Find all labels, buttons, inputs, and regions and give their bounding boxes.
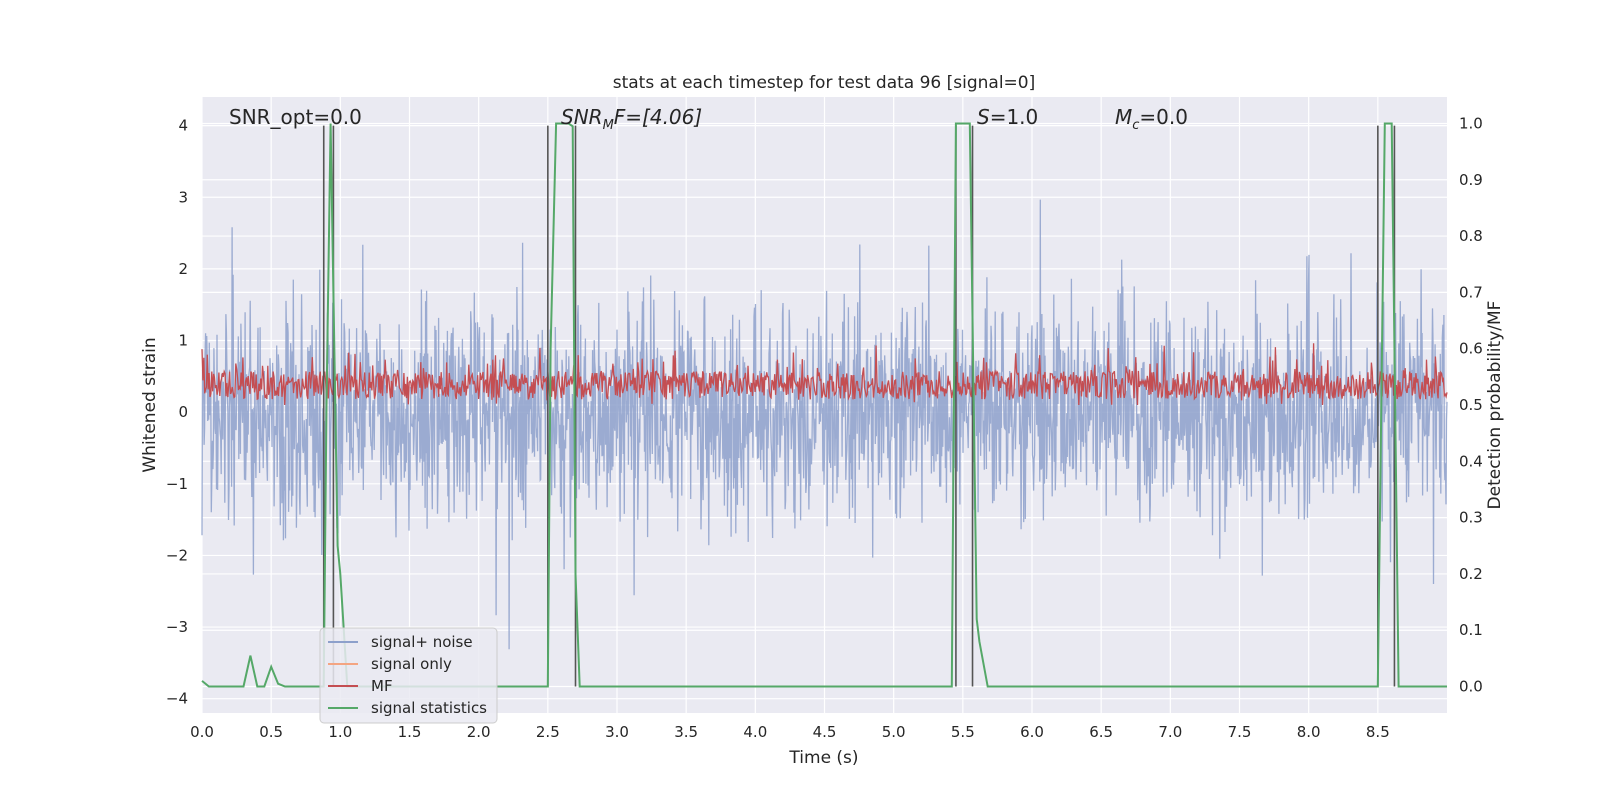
y-axis-right-label: Detection probability/MF bbox=[1485, 301, 1505, 510]
y-right-tick-label: 0.2 bbox=[1459, 565, 1483, 583]
y-left-tick-label: −3 bbox=[166, 618, 188, 636]
legend-label-signal-noise: signal+ noise bbox=[371, 633, 473, 651]
y-left-tick-label: 0 bbox=[178, 403, 188, 421]
annotation-snr-opt: SNR_opt=0.0 bbox=[229, 105, 362, 129]
legend: signal+ noise signal only MF signal stat… bbox=[319, 627, 498, 724]
x-tick-label: 0.0 bbox=[190, 723, 214, 741]
x-tick-label: 6.0 bbox=[1020, 723, 1044, 741]
x-tick-label: 8.0 bbox=[1297, 723, 1321, 741]
y-right-tick-label: 1.0 bbox=[1459, 114, 1483, 132]
tick-labels: 0.0 0.5 1.0 1.5 2.0 2.5 3.0 3.5 4.0 4.5 5.0 5.5 6.0 6… bbox=[166, 114, 1483, 741]
legend-label-signal-statistics: signal statistics bbox=[371, 699, 487, 717]
x-tick-label: 5.5 bbox=[951, 723, 975, 741]
mf-series bbox=[201, 343, 1448, 406]
x-tick-label: 4.5 bbox=[813, 723, 837, 741]
y-right-tick-label: 0.6 bbox=[1459, 340, 1483, 358]
annotation-s-rest: =1.0 bbox=[990, 105, 1039, 129]
x-axis-label: Time (s) bbox=[788, 748, 858, 768]
annotation-snr-mf: SNRMF=[4.06] bbox=[561, 105, 702, 133]
annotation-mc-main: M bbox=[1115, 105, 1132, 129]
x-tick-label: 2.5 bbox=[536, 723, 560, 741]
y-left-tick-label: 3 bbox=[178, 188, 188, 206]
y-right-tick-label: 0.0 bbox=[1459, 678, 1483, 696]
y-left-tick-label: 4 bbox=[178, 117, 188, 135]
x-tick-label: 1.0 bbox=[328, 723, 352, 741]
annotation-mc: Mc=0.0 bbox=[1115, 105, 1188, 133]
annotation-snr-mf-main: SNR bbox=[561, 105, 603, 129]
x-tick-label: 1.5 bbox=[398, 723, 422, 741]
legend-label-mf: MF bbox=[371, 677, 393, 695]
signal-noise-series bbox=[201, 199, 1448, 650]
y-right-tick-label: 0.5 bbox=[1459, 396, 1483, 414]
x-tick-label: 0.5 bbox=[259, 723, 283, 741]
signal-noise-line bbox=[201, 199, 1448, 650]
y-left-tick-label: −2 bbox=[166, 546, 188, 564]
x-tick-label: 8.5 bbox=[1366, 723, 1390, 741]
annotation-mc-rest: =0.0 bbox=[1139, 105, 1188, 129]
y-left-tick-label: −1 bbox=[166, 475, 188, 493]
y-left-tick-label: 1 bbox=[178, 332, 188, 350]
mf-line bbox=[201, 343, 1448, 406]
x-tick-label: 7.0 bbox=[1158, 723, 1182, 741]
annotation-s-main: S bbox=[977, 105, 990, 129]
y-left-tick-label: 2 bbox=[178, 260, 188, 278]
x-tick-label: 3.0 bbox=[605, 723, 629, 741]
annotation-mc-sub: c bbox=[1132, 118, 1139, 133]
x-tick-label: 2.0 bbox=[467, 723, 491, 741]
annotation-snr-mf-sub: M bbox=[603, 118, 614, 133]
annotation-snr-mf-rest: F=[4.06] bbox=[614, 105, 702, 129]
x-tick-label: 7.5 bbox=[1228, 723, 1252, 741]
y-left-tick-label: −4 bbox=[166, 690, 188, 708]
y-right-tick-label: 0.3 bbox=[1459, 509, 1483, 527]
chart-title: stats at each timestep for test data 96 … bbox=[613, 73, 1036, 93]
x-tick-label: 4.0 bbox=[743, 723, 767, 741]
y-right-tick-label: 0.7 bbox=[1459, 283, 1483, 301]
y-right-tick-label: 0.4 bbox=[1459, 452, 1483, 470]
y-right-tick-label: 0.9 bbox=[1459, 171, 1483, 189]
x-tick-label: 3.5 bbox=[674, 723, 698, 741]
annotation-s: S=1.0 bbox=[977, 105, 1038, 129]
legend-label-signal-only: signal only bbox=[371, 655, 452, 673]
x-tick-label: 6.5 bbox=[1089, 723, 1113, 741]
y-right-tick-label: 0.1 bbox=[1459, 621, 1483, 639]
y-right-tick-label: 0.8 bbox=[1459, 227, 1483, 245]
x-tick-label: 5.0 bbox=[882, 723, 906, 741]
y-axis-left-label: Whitened strain bbox=[140, 337, 160, 472]
legend-box bbox=[319, 627, 498, 724]
